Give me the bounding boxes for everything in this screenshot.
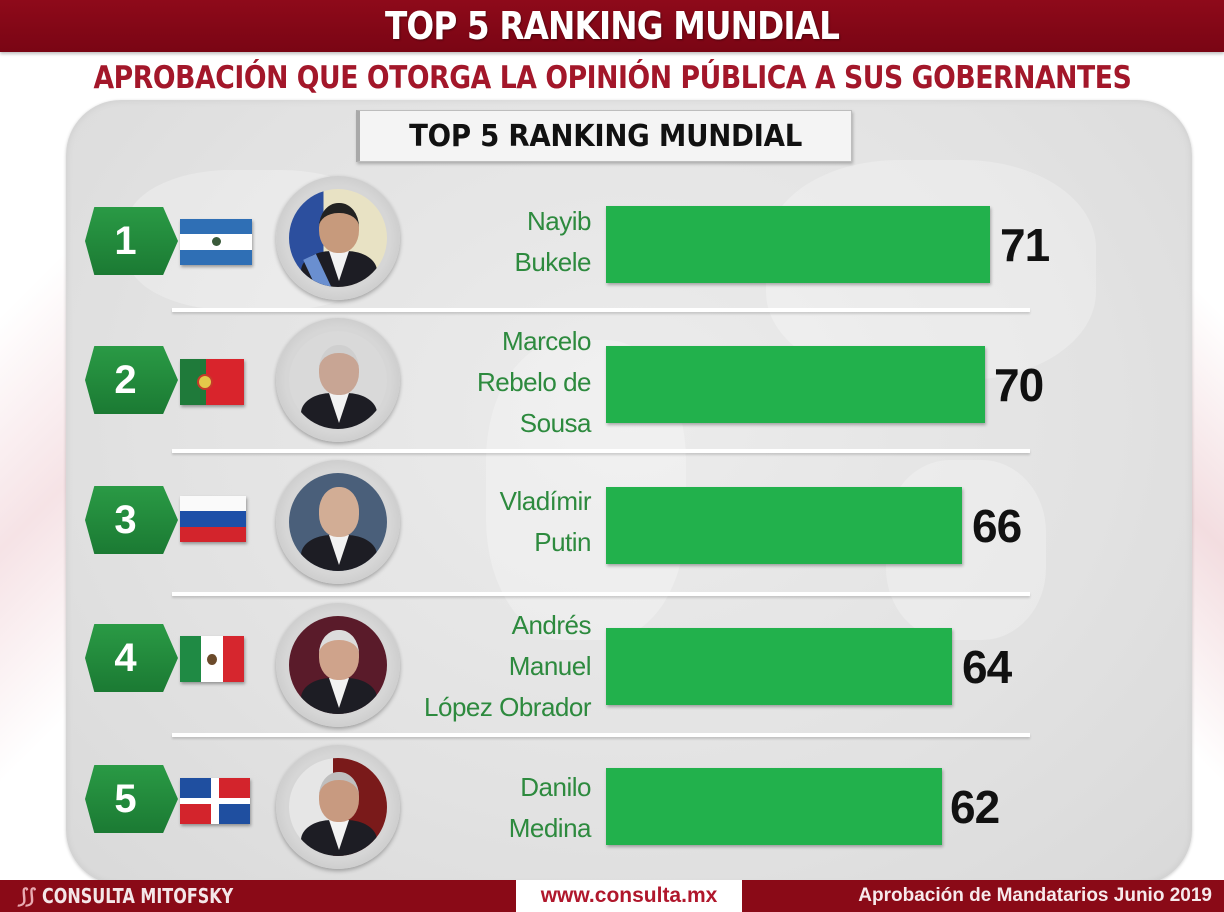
subtitle-text: APROBACIÓN QUE OTORGA LA OPINIÓN PÚBLICA… (93, 60, 1131, 96)
row-divider (172, 449, 1030, 453)
rank-badge: 1 (85, 207, 178, 275)
rank-badge: 4 (85, 624, 178, 692)
row-divider (172, 592, 1030, 596)
leader-name: Vladímir Putin (499, 486, 592, 557)
avatar (276, 318, 400, 442)
leader-name: Danilo Medina (508, 772, 592, 843)
avatar (276, 460, 400, 584)
portrait-photo (289, 473, 387, 571)
rank-number: 2 (114, 357, 137, 402)
header-bar: TOP 5 RANKING MUNDIAL (0, 0, 1224, 52)
rank-badge: 2 (85, 346, 178, 414)
row-divider (172, 733, 1030, 737)
rank-number: 5 (114, 776, 137, 821)
approval-value: 70 (994, 359, 1044, 411)
rank-number: 1 (114, 218, 137, 263)
footer-url-link[interactable]: www.consulta.mx (540, 884, 718, 907)
approval-bar (606, 206, 990, 283)
footer-url-box: www.consulta.mx (516, 880, 742, 912)
portugal-flag-icon (180, 359, 244, 405)
footer-brand-text: CONSULTA MITOFSKY (41, 884, 233, 908)
subtitle: APROBACIÓN QUE OTORGA LA OPINIÓN PÚBLICA… (0, 60, 1224, 96)
row-divider (172, 308, 1030, 312)
panel-title-box: TOP 5 RANKING MUNDIAL (356, 110, 852, 162)
portrait-photo (289, 616, 387, 714)
rank-number: 4 (114, 635, 137, 680)
portrait-photo (289, 758, 387, 856)
mexico-flag-icon (180, 636, 244, 682)
rank-number: 3 (114, 497, 137, 542)
approval-value: 64 (962, 641, 1012, 693)
approval-bar (606, 487, 962, 564)
footer-brand: ⟆⟆ CONSULTA MITOFSKY (18, 880, 281, 912)
leader-name: Nayib Bukele (514, 206, 592, 277)
portrait-photo (289, 189, 387, 287)
avatar (276, 176, 400, 300)
approval-value: 66 (972, 500, 1022, 552)
footer-caption: Aprobación de Mandatarios Junio 2019 (858, 885, 1212, 906)
el-salvador-flag-icon (180, 219, 252, 265)
footer-bar: ⟆⟆ CONSULTA MITOFSKY www.consulta.mx Apr… (0, 880, 1224, 912)
approval-value: 71 (1000, 219, 1050, 271)
portrait-photo (289, 331, 387, 429)
avatar (276, 603, 400, 727)
approval-bar (606, 628, 952, 705)
rank-badge: 3 (85, 486, 178, 554)
header-title: TOP 5 RANKING MUNDIAL (384, 4, 840, 48)
leader-name: Andrés Manuel López Obrador (424, 610, 591, 722)
approval-bar (606, 768, 942, 845)
dominican-republic-flag-icon (180, 778, 250, 824)
approval-value: 62 (950, 781, 1000, 833)
leader-name: Marcelo Rebelo de Sousa (476, 326, 592, 438)
mitofsky-logo-icon: ⟆⟆ (18, 885, 34, 908)
russia-flag-icon (180, 496, 246, 542)
rank-badge: 5 (85, 765, 178, 833)
avatar (276, 745, 400, 869)
approval-bar (606, 346, 985, 423)
panel-title: TOP 5 RANKING MUNDIAL (409, 118, 802, 154)
